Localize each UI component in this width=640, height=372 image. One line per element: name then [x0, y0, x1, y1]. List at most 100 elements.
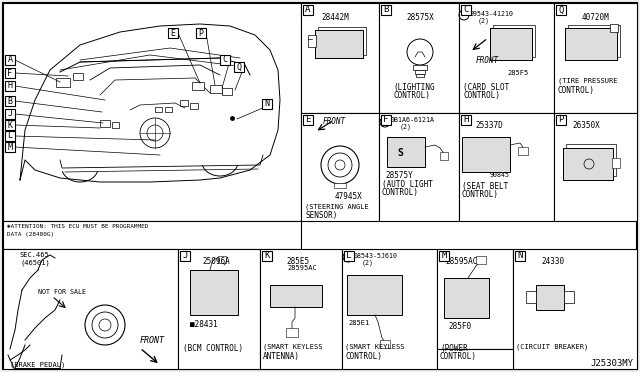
Text: H: H	[8, 81, 13, 90]
Bar	[563, 148, 613, 180]
Bar	[461, 5, 471, 15]
Text: F: F	[8, 68, 13, 77]
Text: Q: Q	[237, 62, 241, 71]
Bar	[192, 82, 204, 90]
Text: (46501): (46501)	[20, 260, 50, 266]
Bar	[286, 328, 298, 337]
Bar	[568, 25, 620, 57]
Bar	[444, 278, 489, 318]
Bar	[303, 5, 313, 15]
Text: FRONT: FRONT	[323, 117, 346, 126]
Bar	[5, 131, 15, 141]
Text: FRONT: FRONT	[140, 336, 165, 345]
Bar	[612, 158, 620, 168]
Text: (LIGHTING: (LIGHTING	[393, 83, 435, 92]
Text: K: K	[8, 121, 13, 129]
Text: DATA (28480G): DATA (28480G)	[7, 232, 54, 237]
Text: NOT FOR SALE: NOT FOR SALE	[38, 289, 86, 295]
Text: S: S	[383, 119, 387, 125]
Text: 285E5: 285E5	[287, 257, 310, 266]
Bar	[234, 62, 244, 72]
Bar	[5, 81, 15, 91]
Bar	[308, 35, 316, 47]
Text: ✱ATTENTION: THIS ECU MUST BE PROGRAMMED: ✱ATTENTION: THIS ECU MUST BE PROGRAMMED	[7, 224, 148, 229]
Bar	[381, 115, 391, 125]
Bar	[344, 251, 354, 261]
Bar	[437, 249, 513, 349]
Bar	[5, 96, 15, 106]
Text: 40720M: 40720M	[582, 13, 610, 22]
Text: (BCM CONTROL): (BCM CONTROL)	[183, 344, 243, 353]
Text: (CARD SLOT: (CARD SLOT	[463, 83, 509, 92]
Text: 285F5: 285F5	[507, 70, 528, 76]
Text: 25337D: 25337D	[475, 121, 503, 130]
Text: CONTROL): CONTROL)	[393, 91, 430, 100]
Text: (AUTO LIGHT: (AUTO LIGHT	[382, 180, 433, 189]
Bar	[5, 109, 15, 119]
Bar	[56, 78, 70, 87]
Text: E: E	[170, 29, 175, 38]
Text: 28442M: 28442M	[321, 13, 349, 22]
Bar	[439, 251, 449, 261]
Bar	[515, 251, 525, 261]
Text: 28595AC: 28595AC	[287, 265, 317, 271]
Bar	[180, 251, 190, 261]
Text: P: P	[558, 115, 564, 125]
Text: 28575Y: 28575Y	[385, 171, 413, 180]
Text: L: L	[346, 251, 352, 260]
Text: 285F0: 285F0	[448, 322, 471, 331]
Bar	[513, 249, 637, 369]
Text: S: S	[346, 254, 349, 260]
Text: (TIRE PRESSURE: (TIRE PRESSURE	[558, 78, 618, 84]
Bar	[379, 113, 459, 221]
Text: (STEERING ANGLE: (STEERING ANGLE	[305, 203, 369, 209]
Bar	[459, 113, 554, 221]
Bar	[220, 55, 230, 65]
Bar	[566, 144, 616, 176]
Bar	[563, 148, 613, 180]
Text: E: E	[305, 115, 310, 125]
Bar	[303, 115, 313, 125]
Text: ■28431: ■28431	[190, 320, 218, 329]
Bar	[413, 65, 427, 70]
Text: C: C	[223, 55, 227, 64]
Text: CONTROL): CONTROL)	[382, 188, 419, 197]
Bar	[260, 249, 342, 369]
Text: CONTROL): CONTROL)	[440, 352, 477, 361]
Text: J: J	[8, 109, 13, 119]
Text: F: F	[383, 115, 388, 125]
Bar	[5, 68, 15, 78]
Bar	[476, 256, 486, 264]
Bar	[222, 88, 232, 95]
Bar	[180, 100, 188, 106]
Bar	[3, 249, 178, 369]
Bar	[112, 122, 119, 128]
Bar	[380, 340, 390, 348]
Text: B: B	[383, 6, 388, 15]
Bar	[301, 113, 379, 221]
Text: 90845: 90845	[490, 172, 510, 178]
Bar	[490, 28, 532, 60]
Bar	[565, 28, 617, 60]
Text: (2): (2)	[362, 260, 374, 266]
Bar	[379, 3, 459, 113]
Text: M: M	[442, 251, 447, 260]
Text: 47945X: 47945X	[335, 192, 363, 201]
Bar	[3, 221, 301, 249]
Bar	[318, 27, 366, 55]
Bar	[462, 137, 510, 172]
Bar	[554, 3, 637, 113]
Text: 0B1A6-6121A: 0B1A6-6121A	[391, 117, 435, 123]
Bar	[493, 25, 535, 57]
Bar	[415, 70, 425, 74]
Text: CONTROL): CONTROL)	[558, 86, 595, 95]
Bar	[315, 30, 363, 58]
Bar	[315, 30, 363, 58]
Bar	[218, 256, 226, 263]
Text: C: C	[463, 6, 468, 15]
Text: CONTROL): CONTROL)	[462, 190, 499, 199]
Bar	[347, 275, 402, 315]
Text: FRONT: FRONT	[476, 56, 499, 65]
Text: L: L	[8, 131, 13, 141]
Bar	[459, 3, 554, 113]
